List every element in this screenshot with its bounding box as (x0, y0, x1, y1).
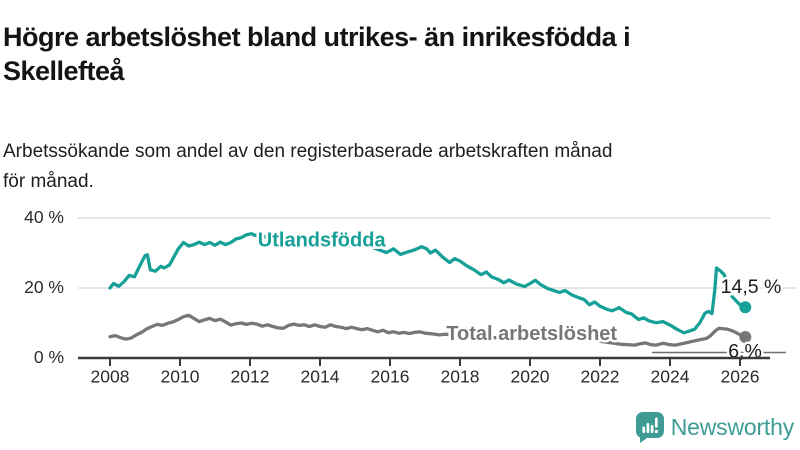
subtitle-line-2: för månad. (3, 171, 94, 193)
line-chart: Utlandsfödda Total arbetslöshet 14,5 % 6,% 2… (24, 207, 797, 387)
x-tick-label: 2026 (721, 367, 760, 387)
brand-name: Newsworthy (670, 414, 794, 440)
series-label: Utlandsfödda (258, 229, 387, 251)
x-tick-label: 2018 (441, 367, 480, 387)
series-label: Total arbetslöshet (446, 323, 617, 345)
subtitle-line-1: Arbetssökande som andel av den registerb… (3, 141, 613, 162)
newsworthy-chart-bubble-icon (635, 412, 664, 443)
y-tick-label: 40 % (24, 207, 64, 227)
series-line-total-arbetsl-shet (108, 313, 747, 347)
title-line-1: Högre arbetslöshet bland utrikes- än inr… (3, 22, 631, 53)
end-value-label: 14,5 % (721, 276, 782, 298)
x-tick-label: 2014 (301, 367, 340, 387)
x-tick-label: 2020 (511, 367, 550, 387)
title-line-2: Skellefteå (3, 56, 125, 87)
x-tick-label: 2022 (581, 367, 620, 387)
series-end-dot (739, 301, 752, 314)
x-tick-label: 2024 (651, 367, 690, 387)
x-tick-label: 2010 (161, 367, 200, 387)
end-value-label: 6,% (728, 341, 762, 363)
series-line-utlandsf-dda (108, 232, 747, 335)
series-end-dot (739, 331, 752, 343)
x-tick-label: 2008 (91, 367, 130, 387)
page-title: Högre arbetslöshet bland utrikes- än inr… (3, 20, 797, 89)
y-tick-label: 20 % (24, 277, 64, 297)
newsworthy-logo: Newsworthy (635, 412, 794, 443)
x-tick-label: 2012 (231, 367, 270, 387)
chart-subtitle: Arbetssökande som andel av den registerb… (3, 137, 783, 198)
y-tick-label: 0 % (34, 347, 64, 367)
x-tick-label: 2016 (371, 367, 410, 387)
